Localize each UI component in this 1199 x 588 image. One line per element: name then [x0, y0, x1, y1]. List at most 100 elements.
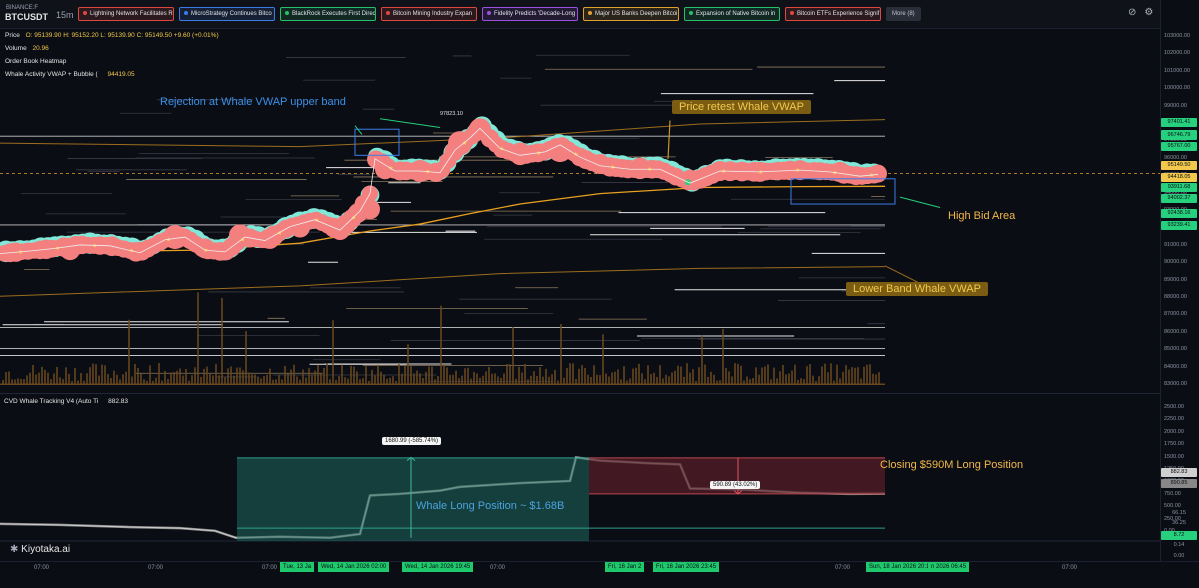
volume-bar — [635, 367, 637, 385]
tab-dot-icon — [285, 11, 289, 16]
volume-bar — [350, 365, 352, 385]
volume-bar — [65, 367, 67, 385]
volume-bar — [308, 368, 310, 385]
volume-bar — [470, 378, 472, 385]
volume-bar — [161, 380, 163, 385]
volume-bar — [851, 367, 853, 385]
cvd-tick: 2500.00 — [1164, 404, 1184, 410]
volume-bar — [461, 375, 463, 385]
volume-bar — [788, 373, 790, 385]
volume-bar — [629, 378, 631, 385]
volume-bar — [212, 375, 214, 385]
price-tick: 90000.00 — [1164, 259, 1187, 266]
more-tabs-button[interactable]: More (8) — [886, 7, 921, 21]
volume-bar — [371, 369, 373, 385]
volume-bar — [143, 379, 145, 385]
volume-bar — [209, 374, 211, 385]
news-tab-label: Expansion of Native Bitcoin in — [696, 11, 776, 17]
volume-bar — [14, 379, 16, 385]
whale-long-annotation: Whale Long Position ~ $1.68B — [416, 500, 565, 512]
volume-bar — [263, 376, 265, 385]
volume-bar — [221, 298, 223, 385]
cvd-axis-label: 66.15 — [1172, 510, 1186, 516]
volume-bar — [842, 371, 844, 385]
cvd-legend[interactable]: CVD Whale Tracking V4 (Auto Ti 882.83 — [4, 398, 128, 405]
volume-bar — [344, 377, 346, 385]
volume-bar — [488, 366, 490, 385]
cvd-tick: 2000.00 — [1164, 428, 1184, 435]
volume-bar — [446, 367, 448, 385]
settings-icon[interactable]: ⚙ — [1144, 7, 1154, 18]
volume-bar — [695, 380, 697, 385]
volume-bar — [104, 365, 106, 385]
whale-star-icon: ★ — [166, 236, 171, 243]
volume-bar — [95, 364, 97, 385]
volume-bar — [818, 376, 820, 385]
volume-bar — [206, 366, 208, 385]
eye-slash-icon[interactable]: ⊘ — [1128, 7, 1137, 18]
volume-bar — [863, 366, 865, 385]
volume-bar — [677, 365, 679, 385]
whale-star-icon: ★ — [240, 236, 245, 243]
volume-bar — [581, 365, 583, 385]
news-tab[interactable]: Major US Banks Deepen Bitcoi — [583, 7, 679, 21]
volume-bar — [833, 380, 835, 385]
volume-bar — [734, 363, 736, 385]
volume-bar — [377, 364, 379, 385]
time-highlight: Fri, 16 Jan 2026 23:45 — [653, 562, 720, 572]
volume-bar — [188, 380, 190, 385]
volume-bar — [587, 374, 589, 385]
heatmap-legend[interactable]: Order Book Heatmap — [5, 58, 67, 65]
volume-bar — [443, 364, 445, 385]
volume-bar — [521, 372, 523, 385]
volume-bar — [599, 375, 601, 385]
news-tab[interactable]: Expansion of Native Bitcoin in — [684, 7, 780, 21]
volume-bar — [380, 371, 382, 385]
volume-bar — [317, 364, 319, 385]
volume-bar — [569, 363, 571, 385]
volume-bar — [239, 367, 241, 385]
volume-bar — [242, 370, 244, 385]
news-tab[interactable]: Fidelity Predicts 'Decade-Long — [482, 7, 578, 21]
news-tab[interactable]: Bitcoin ETFs Experience Signif — [785, 7, 881, 21]
volume-bar — [791, 370, 793, 385]
volume-bar — [389, 377, 391, 385]
volume-bar — [434, 379, 436, 385]
news-tab[interactable]: Bitcoin Mining Industry Expan — [381, 7, 477, 21]
volume-bar — [251, 374, 253, 385]
whale-legend[interactable]: Whale Activity VWAP + Bubble ( 94419.05 — [5, 71, 135, 78]
time-axis[interactable] — [0, 561, 1199, 576]
news-tab[interactable]: MicroStrategy Continues Bitco — [179, 7, 275, 21]
volume-bar — [596, 374, 598, 385]
tab-dot-icon — [487, 11, 491, 16]
volume-bar — [8, 371, 10, 385]
volume-bar — [422, 377, 424, 385]
news-tab[interactable]: BlackRock Executes First Direc — [280, 7, 376, 21]
timeframe-label[interactable]: 15m — [56, 10, 74, 20]
whale-bubble-large — [195, 238, 215, 259]
price-chart[interactable]: ★★★★★★★★★★★★★★★★★★★★★★★★ — [0, 28, 1160, 588]
pane-separator[interactable] — [0, 393, 1160, 394]
price-axis-label: 94002.37 — [1161, 194, 1197, 203]
volume-bar — [647, 365, 649, 385]
drawing-shapes — [237, 118, 941, 541]
volume-bar — [374, 375, 376, 385]
volume-bar — [689, 372, 691, 385]
volume-bar — [767, 364, 769, 385]
volume-bar — [731, 376, 733, 385]
volume-bar — [827, 372, 829, 385]
volume-bar — [92, 363, 94, 385]
volume-bar — [542, 376, 544, 385]
volume-bar — [320, 373, 322, 385]
volume-bar — [29, 372, 31, 385]
volume-bar — [728, 371, 730, 385]
volume-bar — [17, 378, 19, 385]
arrow-up-icon — [406, 456, 416, 461]
volume-bar — [68, 373, 70, 385]
symbol-label[interactable]: BTCUSDT — [5, 12, 48, 22]
volume-bar — [194, 367, 196, 385]
volume-bar — [44, 369, 46, 385]
volume-bar — [296, 376, 298, 385]
news-tab[interactable]: Lightning Network Facilitates R — [78, 7, 174, 21]
volume-bar — [32, 364, 34, 385]
